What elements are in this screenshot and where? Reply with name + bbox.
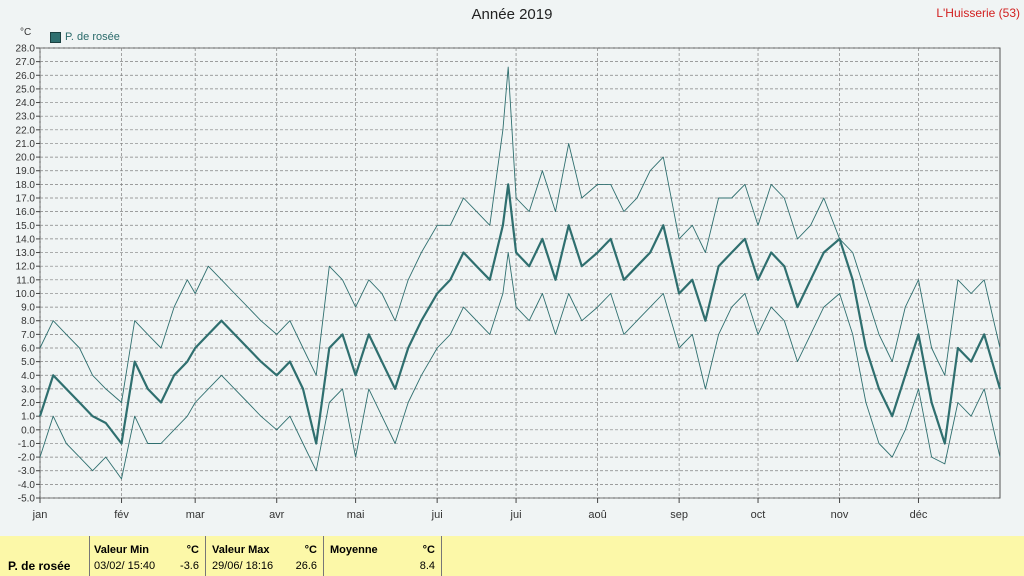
y-tick-label: 18.0 [16, 180, 36, 191]
chart-legend: P. de rosée [50, 31, 120, 43]
stats-avg-value: 8.4 [419, 560, 435, 572]
y-axis-ticks: -5.0 -4.0 -3.0 -2.0 -1.0 0.0 1.0 2.0 3.0 4.0 5.0 6.… [16, 44, 40, 505]
y-tick-label: 0.0 [21, 425, 35, 436]
stats-min-label: Valeur Min [94, 544, 150, 556]
dewpoint-chart: -5.0 -4.0 -3.0 -2.0 -1.0 0.0 1.0 2.0 3.0 4.0 5.0 6.… [16, 44, 1002, 521]
stats-max-value: 26.6 [295, 560, 317, 572]
x-tick-label: avr [269, 509, 285, 521]
stats-min-cell: Valeur Min °C 03/02/ 15:40 -3.6 [89, 536, 206, 576]
x-tick-label: jan [32, 509, 48, 521]
x-axis-ticks: jan fév mar avr mai jui jui aoû sep oct nov déc [32, 498, 928, 521]
y-tick-label: -3.0 [18, 466, 36, 477]
y-tick-label: -5.0 [18, 494, 36, 505]
legend-swatch [50, 31, 61, 43]
y-tick-label: 8.0 [21, 316, 35, 327]
y-tick-label: 14.0 [16, 234, 36, 245]
x-tick-label: mai [347, 509, 365, 521]
plot-area [39, 47, 1001, 499]
y-tick-label: 28.0 [16, 44, 36, 55]
x-tick-label: déc [910, 509, 928, 521]
stats-min-date: 03/02/ 15:40 [94, 560, 156, 572]
y-tick-label: -1.0 [18, 439, 36, 450]
y-tick-label: 9.0 [21, 303, 35, 314]
y-tick-label: 21.0 [16, 139, 36, 150]
y-tick-label: 16.0 [16, 207, 36, 218]
stats-avg-cell: Moyenne °C 8.4 [324, 536, 442, 576]
y-tick-label: 23.0 [16, 112, 36, 123]
y-tick-label: 3.0 [21, 384, 35, 395]
y-tick-label: 7.0 [21, 330, 35, 341]
x-tick-label: nov [831, 509, 849, 521]
stats-series-cell: P. de rosée [0, 536, 90, 576]
y-tick-label: 6.0 [21, 344, 35, 355]
y-tick-label: 10.0 [16, 289, 36, 300]
y-tick-label: 5.0 [21, 357, 35, 368]
chart-title: Année 2019 [471, 6, 553, 23]
y-tick-label: 19.0 [16, 166, 36, 177]
y-tick-label: 24.0 [16, 98, 36, 109]
y-tick-label: 11.0 [16, 275, 35, 286]
x-tick-label: fév [114, 509, 129, 521]
y-tick-label: 1.0 [21, 412, 35, 423]
y-tick-label: 2.0 [21, 398, 35, 409]
y-tick-label: 26.0 [16, 71, 36, 82]
stats-min-unit: °C [186, 544, 199, 556]
stats-min-value: -3.6 [180, 560, 199, 572]
series-line-min [39, 252, 1001, 480]
series-group [38, 66, 1002, 480]
stats-max-unit: °C [304, 544, 317, 556]
stats-avg-unit: °C [422, 544, 435, 556]
x-tick-label: jui [510, 509, 522, 521]
y-tick-label: 20.0 [16, 153, 36, 164]
station-name: L'Huisserie (53) [936, 6, 1020, 20]
stats-panel: P. de rosée Valeur Min °C 03/02/ 15:40 -… [0, 536, 1024, 576]
x-tick-label: aoû [588, 509, 606, 521]
x-tick-label: sep [670, 509, 688, 521]
stats-max-cell: Valeur Max °C 29/06/ 18:16 26.6 [206, 536, 324, 576]
y-tick-label: 4.0 [21, 371, 35, 382]
y-axis-unit: °C [20, 27, 32, 38]
y-tick-label: 22.0 [16, 125, 36, 136]
y-tick-label: 12.0 [16, 262, 36, 273]
y-tick-label: 27.0 [16, 57, 36, 68]
stats-max-label: Valeur Max [212, 544, 270, 556]
y-tick-label: 15.0 [16, 221, 36, 232]
stats-max-date: 29/06/ 18:16 [212, 560, 274, 572]
y-tick-label: 13.0 [16, 248, 36, 259]
x-tick-label: jui [431, 509, 443, 521]
x-tick-label: oct [751, 509, 766, 521]
stats-avg-label: Moyenne [330, 544, 378, 556]
x-tick-label: mar [186, 509, 205, 521]
y-tick-label: 17.0 [16, 194, 36, 205]
series-line-mean [38, 183, 1002, 445]
legend-label: P. de rosée [65, 31, 120, 43]
y-tick-label: -4.0 [18, 480, 36, 491]
series-line-max [39, 66, 1001, 403]
stats-series-label: P. de rosée [8, 559, 71, 573]
y-tick-label: 25.0 [16, 84, 36, 95]
y-tick-label: -2.0 [18, 453, 36, 464]
